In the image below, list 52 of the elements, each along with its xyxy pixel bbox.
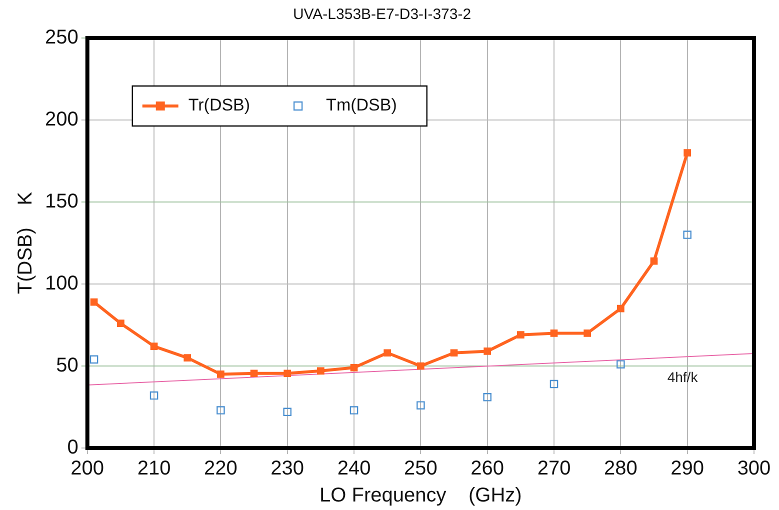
point xyxy=(483,393,492,402)
x-tick-label: 220 xyxy=(204,458,238,480)
point xyxy=(350,364,358,372)
point xyxy=(284,370,292,378)
x-tick-label: 210 xyxy=(137,458,171,480)
point xyxy=(484,348,492,355)
x-tick-label: 200 xyxy=(70,458,104,480)
point xyxy=(90,298,98,306)
x-tick-label: 240 xyxy=(337,458,371,480)
point xyxy=(550,330,558,337)
x-tick-label: 290 xyxy=(670,458,704,480)
x-tick-label: 250 xyxy=(404,458,438,480)
point xyxy=(150,391,158,400)
point xyxy=(184,354,192,362)
y-tick-label: 200 xyxy=(44,108,78,131)
point xyxy=(217,370,224,378)
point xyxy=(683,230,692,239)
y-tick-label: 100 xyxy=(44,272,78,295)
point xyxy=(550,380,558,388)
point xyxy=(216,406,225,414)
point xyxy=(684,149,692,156)
point xyxy=(384,349,392,357)
point xyxy=(584,330,592,337)
x-axis-title: LO Frequency (GHz) xyxy=(320,484,522,507)
point xyxy=(117,320,124,328)
point xyxy=(616,304,624,312)
point xyxy=(90,355,98,364)
point xyxy=(250,370,258,378)
x-tick-label: 280 xyxy=(604,458,638,480)
legend-label: Tr(DSB) xyxy=(188,96,250,115)
legend-label: Tm(DSB) xyxy=(326,96,397,115)
point xyxy=(450,349,458,357)
y-axis-title: T(DSB) K xyxy=(14,191,37,294)
y-tick-label: 150 xyxy=(44,190,78,213)
y-tick-label: 0 xyxy=(67,436,78,459)
y-tick-label: 50 xyxy=(56,354,78,377)
x-tick-label: 270 xyxy=(537,458,571,480)
point xyxy=(516,331,524,339)
x-tick-label: 300 xyxy=(737,458,771,480)
point xyxy=(616,360,625,368)
point xyxy=(283,408,292,416)
x-tick-label: 230 xyxy=(270,458,304,480)
point xyxy=(350,406,358,414)
point xyxy=(416,401,425,410)
y-tick-label: 250 xyxy=(44,26,78,49)
point xyxy=(150,342,158,350)
x-tick-label: 260 xyxy=(470,458,504,480)
annotation: 4hf/k xyxy=(667,369,699,386)
point xyxy=(650,257,658,265)
point xyxy=(317,367,324,375)
chart-title: UVA-L353B-E7-D3-I-373-2 xyxy=(292,6,472,24)
point xyxy=(417,362,424,370)
